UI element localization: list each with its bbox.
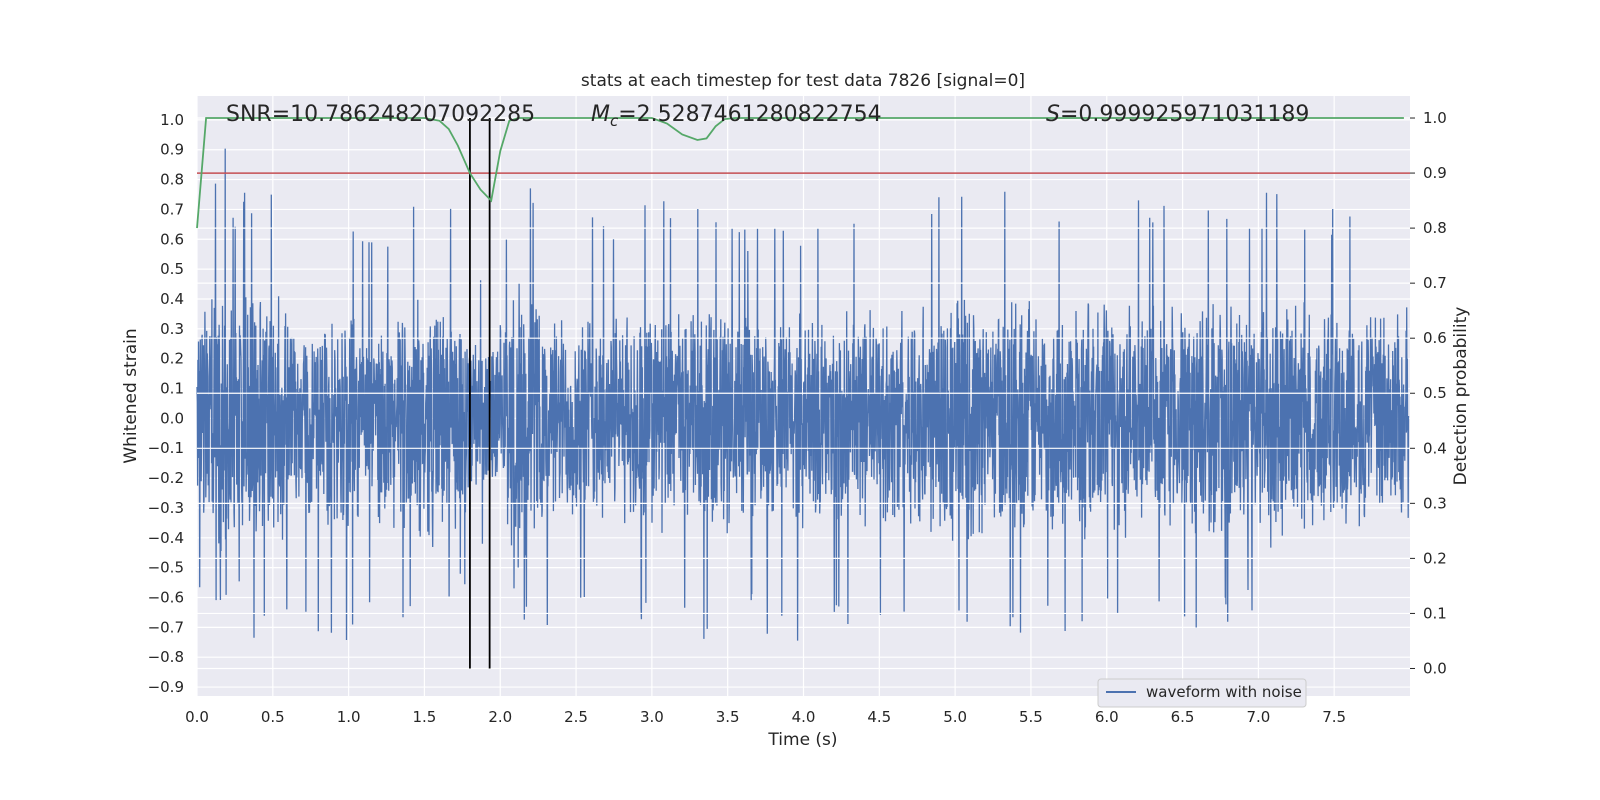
y-tick-label: −0.7 (148, 618, 184, 636)
y-tick-label: 0.2 (160, 350, 184, 368)
y-tick-label: 0.8 (160, 171, 184, 189)
y2-tick-label: 1.0 (1423, 109, 1447, 127)
legend-label: waveform with noise (1146, 683, 1302, 701)
chart-title: stats at each timestep for test data 782… (581, 71, 1025, 91)
x-tick-label: 1.5 (413, 708, 437, 726)
y2-tick-label: 0.6 (1423, 329, 1447, 347)
y2-axis-label: Detection probability (1451, 307, 1471, 486)
y-tick-label: 0.5 (160, 260, 184, 278)
x-tick-label: 7.0 (1246, 708, 1270, 726)
chirp-mass-value: =2.5287461280822754 (618, 102, 881, 127)
waveform-path (196, 148, 1410, 641)
legend: waveform with noise (1097, 678, 1307, 708)
y-tick-label: 0.7 (160, 200, 184, 218)
y2-tick-label: 0.7 (1423, 274, 1447, 292)
score-symbol: S (1046, 102, 1060, 127)
y-axis-label: Whitened strain (121, 328, 141, 463)
probability-path (196, 117, 1404, 229)
chirp-mass-subscript: c (610, 112, 619, 130)
snr-annotation: SNR=10.786248207092285 (226, 102, 535, 127)
y2-tick-labels: 1.0 0.9 0.8 0.7 0.6 0.5 0.4 0.3 0.2 0.1 0.0 (1410, 109, 1447, 677)
y-tick-label: −0.9 (148, 678, 184, 696)
x-axis-label: Time (s) (767, 730, 837, 750)
y2-tick-label: 0.2 (1423, 549, 1447, 567)
event-window-lines (469, 118, 491, 669)
y2-tick-label: 0.4 (1423, 439, 1447, 457)
y2-tick-label: 0.0 (1423, 659, 1447, 677)
x-tick-label: 2.0 (488, 708, 512, 726)
legend-box (1097, 678, 1307, 708)
x-tick-label: 5.5 (1019, 708, 1043, 726)
y-tick-label: 0.1 (160, 380, 184, 398)
y2-tick-label: 0.5 (1423, 384, 1447, 402)
x-tick-label: 4.0 (792, 708, 816, 726)
score-value: =0.999925971031189 (1060, 102, 1309, 127)
probability-series (196, 117, 1404, 229)
x-tick-label: 1.0 (337, 708, 361, 726)
x-tick-label: 6.5 (1171, 708, 1195, 726)
x-tick-label: 3.5 (716, 708, 740, 726)
waveform-series (196, 148, 1410, 641)
x-tick-label: 7.5 (1322, 708, 1346, 726)
y-tick-label: −0.4 (148, 529, 184, 547)
score-annotation: S=0.999925971031189 (1046, 102, 1309, 127)
y-tick-label: −0.3 (148, 499, 184, 517)
y-tick-label: −0.2 (148, 469, 184, 487)
y-tick-labels: 1.0 0.9 0.8 0.7 0.6 0.5 0.4 0.3 0.2 0.1 0.0 −0.1 −0.… (148, 111, 184, 696)
y-tick-label: 1.0 (160, 111, 184, 129)
x-tick-label: 3.0 (640, 708, 664, 726)
x-tick-label: 6.0 (1095, 708, 1119, 726)
y2-tick-label: 0.3 (1423, 494, 1447, 512)
y-tick-label: −0.8 (148, 648, 184, 666)
y2-tick-label: 0.8 (1423, 219, 1447, 237)
x-tick-label: 2.5 (564, 708, 588, 726)
y2-tick-label: 0.1 (1423, 604, 1447, 622)
y-tick-label: 0.6 (160, 230, 184, 248)
chirp-mass-annotation: Mc=2.5287461280822754 (591, 102, 882, 130)
y-tick-label: 0.0 (160, 409, 184, 427)
y2-tick-label: 0.9 (1423, 164, 1447, 182)
y-tick-label: 0.9 (160, 141, 184, 159)
x-tick-label: 5.0 (943, 708, 967, 726)
y-tick-label: 0.4 (160, 290, 184, 308)
x-tick-label: 0.5 (261, 708, 285, 726)
x-tick-labels: 0.0 0.5 1.0 1.5 2.0 2.5 3.0 3.5 4.0 4.5 5.0 5.5 6.0 6… (185, 708, 1346, 726)
y-tick-label: 0.3 (160, 320, 184, 338)
chirp-mass-symbol: M (591, 102, 610, 127)
x-tick-label: 0.0 (185, 708, 209, 726)
y-tick-label: −0.5 (148, 559, 184, 577)
y-tick-label: −0.1 (148, 439, 184, 457)
y-tick-label: −0.6 (148, 588, 184, 606)
x-tick-label: 4.5 (867, 708, 891, 726)
